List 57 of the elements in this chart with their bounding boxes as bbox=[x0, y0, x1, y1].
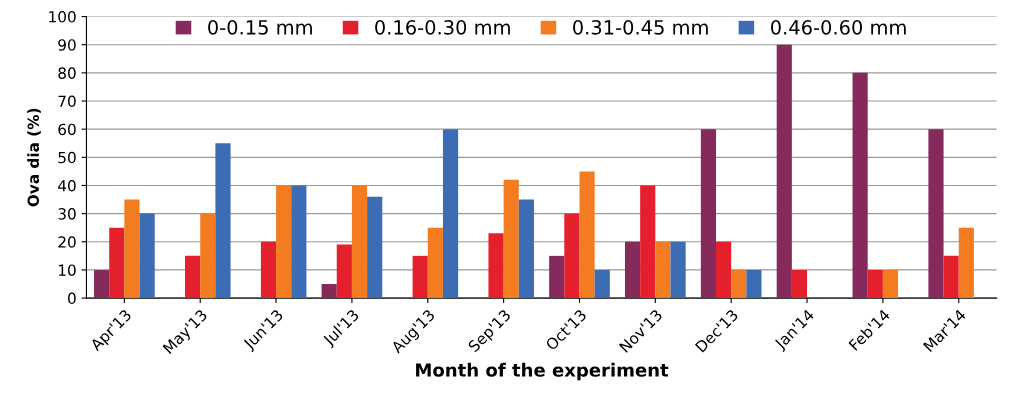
bar bbox=[958, 227, 974, 299]
bar bbox=[852, 72, 868, 299]
bar bbox=[746, 269, 762, 299]
bar bbox=[791, 269, 808, 299]
y-tick-label: 0 bbox=[68, 292, 76, 305]
bar bbox=[503, 179, 519, 299]
bar bbox=[655, 241, 671, 299]
bar bbox=[928, 129, 944, 299]
bar bbox=[215, 143, 231, 299]
y-tick-label: 10 bbox=[58, 264, 76, 276]
bar bbox=[624, 241, 641, 299]
bar bbox=[882, 269, 899, 299]
bar bbox=[291, 185, 307, 299]
y-tick-label: 40 bbox=[58, 179, 76, 192]
y-tick-label: 50 bbox=[58, 151, 76, 164]
bar bbox=[670, 241, 686, 299]
bar bbox=[564, 213, 580, 299]
x-axis-title: Month of the experiment bbox=[416, 362, 669, 381]
legend-label: 0.16-0.30 mm bbox=[375, 20, 510, 35]
bar bbox=[640, 185, 656, 299]
bar bbox=[427, 227, 443, 299]
bar bbox=[321, 284, 337, 299]
bar bbox=[94, 269, 110, 299]
bar bbox=[336, 244, 352, 299]
y-tick-label: 20 bbox=[58, 236, 76, 248]
bar bbox=[731, 269, 747, 299]
y-tick-label: 70 bbox=[58, 95, 76, 108]
y-tick-label: 60 bbox=[58, 123, 76, 136]
bar bbox=[867, 269, 883, 299]
bar bbox=[367, 196, 383, 299]
y-tick-label: 80 bbox=[58, 67, 76, 79]
bar bbox=[700, 129, 717, 299]
bar bbox=[943, 255, 959, 299]
bar bbox=[124, 199, 140, 299]
bar bbox=[139, 213, 155, 299]
legend-label: 0.46-0.60 mm bbox=[771, 20, 906, 35]
bar bbox=[716, 241, 732, 299]
bar bbox=[594, 269, 610, 299]
bar bbox=[276, 185, 292, 299]
bar bbox=[549, 255, 565, 299]
bar bbox=[488, 233, 504, 299]
bar bbox=[351, 185, 368, 299]
y-axis-title: Ova dia (%) bbox=[27, 108, 41, 207]
y-tick-label: 90 bbox=[58, 39, 76, 51]
y-tick-label: 30 bbox=[58, 208, 76, 220]
bar bbox=[109, 227, 125, 299]
legend-label: 0.31-0.45 mm bbox=[573, 20, 708, 35]
y-tick-label: 100 bbox=[49, 11, 76, 23]
bar bbox=[518, 199, 534, 299]
bar bbox=[260, 241, 277, 299]
bar bbox=[185, 255, 201, 299]
bar bbox=[776, 44, 792, 299]
bar bbox=[412, 255, 428, 299]
legend-label: 0-0.15 mm bbox=[208, 20, 312, 35]
bar bbox=[200, 213, 216, 299]
bar bbox=[442, 129, 459, 299]
bar bbox=[579, 171, 595, 299]
